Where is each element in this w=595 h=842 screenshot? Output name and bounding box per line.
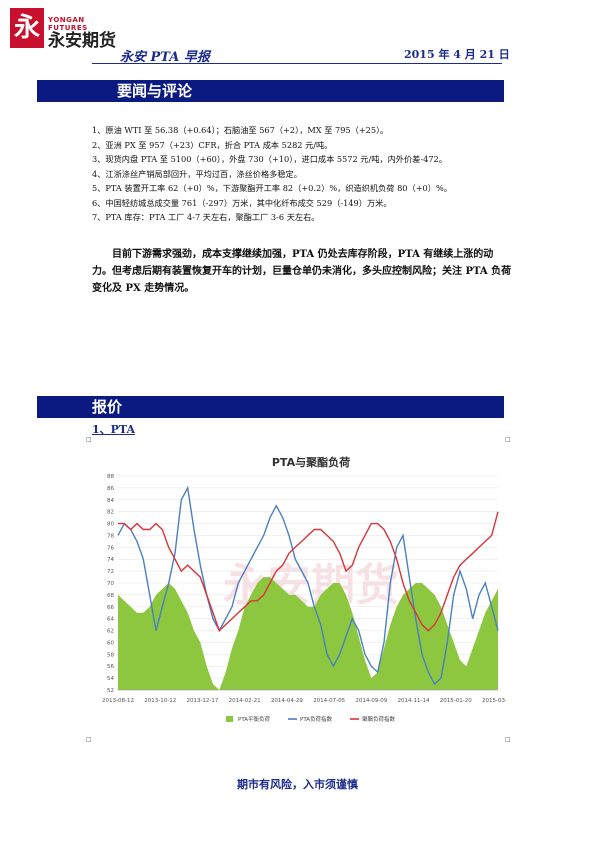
- y-tick-label: 88: [107, 474, 114, 480]
- x-tick-label: 2014-04-29: [271, 698, 303, 704]
- x-tick-label: 2014-07-05: [313, 698, 345, 704]
- section-quote-header: 报价: [37, 396, 504, 418]
- x-tick-label: 2013-12-17: [186, 698, 218, 704]
- news-item: 4、江浙涤丝产销局部回升，平均过百，涤丝价格多稳定。: [92, 168, 302, 179]
- y-tick-label: 74: [107, 557, 114, 563]
- y-tick-label: 78: [107, 533, 114, 539]
- chart-title: PTA与聚酯负荷: [272, 455, 350, 469]
- news-item: 7、PTA 库存：PTA 工厂 4-7 天左右，聚酯工厂 3-6 天左右。: [92, 212, 320, 222]
- y-tick-label: 66: [107, 605, 114, 611]
- chart-corner-mark: □: [505, 436, 511, 443]
- news-item: 2、亚洲 PX 至 957（+23）CFR，折合 PTA 成本 5282 元/吨…: [92, 139, 333, 150]
- x-tick-label: 2014-02-21: [229, 698, 261, 704]
- y-tick-label: 70: [107, 581, 114, 587]
- x-tick-label: 2015-03-28: [482, 698, 506, 704]
- legend-label: PTA负荷指数: [300, 715, 333, 723]
- series-area-PTA平衡负荷: [118, 577, 498, 690]
- legend-swatch: [226, 716, 233, 722]
- y-tick-label: 82: [107, 510, 114, 516]
- pta-polyester-load-chart: PTA与聚酯负荷 永安期货 52545658606264666870727476…: [102, 455, 506, 723]
- legend-label: PTA平衡负荷: [238, 715, 271, 723]
- report-title: 永安 PTA 早报: [120, 50, 210, 65]
- header-divider: [92, 63, 502, 64]
- y-tick-label: 52: [107, 688, 114, 694]
- y-tick-label: 64: [107, 617, 114, 623]
- news-item: 5、PTA 装置开工率 62（+0）%，下游聚酯开工率 82（+0.2）%，织造…: [92, 183, 452, 193]
- market-summary: 目前下游需求强劲，成本支撑继续加强，PTA 仍处去库存阶段，PTA 有继续上涨的…: [92, 249, 512, 294]
- y-tick-label: 72: [107, 569, 114, 575]
- news-list: 1、原油 WTI 至 56.38（+0.64）；石脑油至 567（+2），MX …: [92, 123, 452, 225]
- pta-subtitle: 1、PTA: [92, 423, 136, 436]
- y-tick-label: 62: [107, 629, 114, 635]
- y-tick-label: 60: [107, 640, 114, 646]
- risk-warning: 期市有风险，入市须谨慎: [237, 778, 358, 791]
- news-item: 3、现货内盘 PTA 至 5100（+60），外盘 730（+10），进口成本 …: [92, 154, 447, 164]
- logo-mark: 永: [10, 8, 44, 48]
- y-tick-label: 76: [107, 545, 114, 551]
- x-tick-label: 2013-10-12: [144, 698, 176, 704]
- company-logo: 永 YONGAN FUTURES 永安期货: [10, 8, 120, 51]
- chart-corner-mark: □: [86, 736, 92, 743]
- news-item: 6、中国轻纺城总成交量 761（-297）万米，其中化纤布成交 529（-149…: [92, 197, 392, 208]
- section-quote-title: 报价: [92, 398, 123, 416]
- chart-corner-mark: □: [86, 436, 92, 443]
- y-tick-label: 80: [107, 522, 114, 528]
- series-line-聚酯负荷指数: [118, 511, 499, 632]
- legend-label: 聚酯负荷指数: [362, 715, 396, 723]
- y-tick-label: 68: [107, 593, 114, 599]
- y-tick-label: 54: [107, 676, 114, 682]
- chart-corner-mark: □: [505, 736, 511, 743]
- y-tick-label: 86: [107, 486, 114, 492]
- report-date: 2015 年 4 月 21 日: [404, 48, 510, 61]
- news-item: 1、原油 WTI 至 56.38（+0.64）；石脑油至 567（+2），MX …: [92, 125, 389, 135]
- y-tick-label: 58: [107, 652, 114, 658]
- y-tick-label: 56: [107, 664, 114, 670]
- x-tick-label: 2015-01-20: [440, 698, 472, 704]
- x-tick-label: 2014-09-09: [355, 698, 387, 704]
- logo-english-name: YONGAN FUTURES: [48, 16, 88, 32]
- x-tick-label: 2013-08-12: [102, 698, 134, 704]
- section-news-title: 要闻与评论: [117, 82, 193, 100]
- series-line-PTA负荷指数: [117, 485, 499, 686]
- x-tick-label: 2014-11-14: [398, 698, 430, 704]
- logo-company-name: 永安期货: [48, 31, 116, 51]
- section-news-header: 要闻与评论: [37, 80, 504, 102]
- y-tick-label: 84: [107, 498, 114, 504]
